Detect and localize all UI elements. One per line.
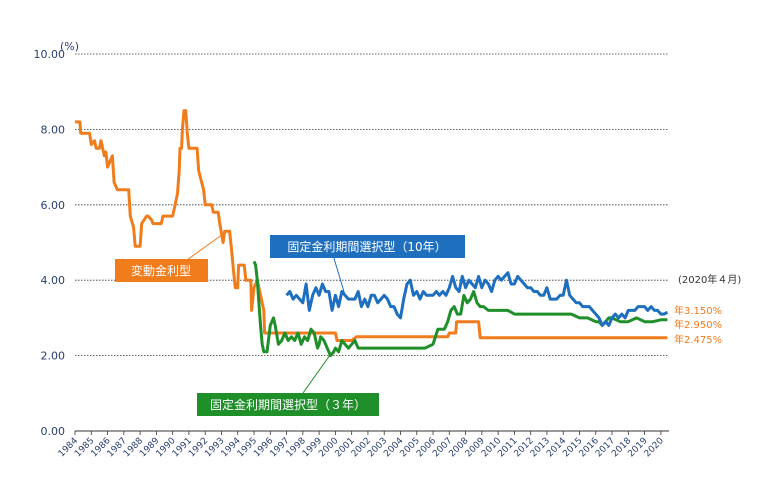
- callout-leader-fixed3: [302, 347, 336, 394]
- x-tick-label: 2020: [643, 436, 666, 459]
- y-tick-label: 2.00: [41, 350, 66, 363]
- end-label-fixed3: 年2.950%: [674, 318, 722, 331]
- y-tick-label: 6.00: [41, 199, 66, 212]
- series-lines: [75, 109, 669, 358]
- series-line-1: [285, 271, 669, 327]
- callout-label-floating: 変動金利型: [131, 263, 191, 278]
- callout-box-floating: [115, 259, 208, 282]
- series-line-0: [75, 109, 668, 342]
- y-axis-ticks: 0.00 2.00 4.00 6.00 8.00 10.00: [34, 48, 66, 438]
- callout-label-fixed10: 固定金利期間選択型（10年）: [287, 239, 446, 254]
- callout-box-fixed10: [270, 235, 465, 258]
- y-tick-label: 10.00: [34, 48, 66, 61]
- callout-leader-fixed10: [332, 254, 346, 296]
- y-unit-label: (%): [60, 40, 79, 53]
- series-line-2: [252, 260, 668, 358]
- end-label-fixed10: 年3.150%: [674, 304, 722, 317]
- y-tick-label: 0.00: [41, 425, 66, 438]
- x-axis-ticks: 1984198519861987198819891990199119921993…: [57, 431, 666, 459]
- date-note: (2020年４月): [678, 273, 741, 286]
- end-label-floating: 年2.475%: [674, 333, 722, 346]
- callout-label-fixed3: 固定金利期間選択型（３年）: [210, 397, 366, 412]
- y-tick-label: 4.00: [41, 274, 66, 287]
- y-tick-label: 8.00: [41, 123, 66, 136]
- callout-box-fixed3: [197, 393, 379, 416]
